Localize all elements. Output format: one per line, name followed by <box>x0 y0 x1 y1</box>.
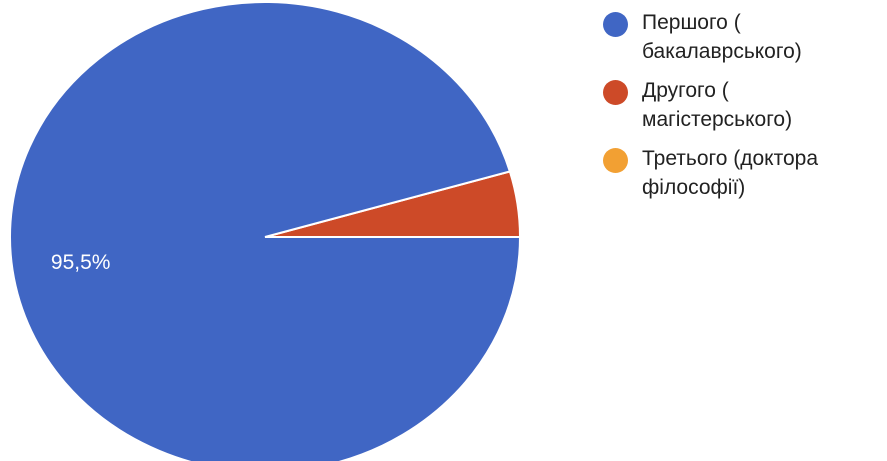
pie-slice-first-cycle[interactable] <box>9 1 522 461</box>
legend-item-second-cycle[interactable]: Другого ( магістерського) <box>603 76 883 134</box>
legend-item-first-cycle[interactable]: Першого ( бакалаврського) <box>603 8 883 66</box>
legend-label-first-cycle: Першого ( бакалаврського) <box>642 11 802 63</box>
legend-label-third-cycle: Третього (доктора філософії) <box>642 147 819 199</box>
legend-swatch-second-cycle <box>603 80 628 105</box>
pie-slice-label-first-cycle: 95,5% <box>51 251 111 274</box>
legend-item-third-cycle[interactable]: Третього (доктора філософії) <box>603 144 883 202</box>
chart-legend: Першого ( бакалаврського) Другого ( магі… <box>603 8 883 212</box>
legend-swatch-third-cycle <box>603 148 628 173</box>
pie-chart-svg: 95,5% <box>9 1 522 461</box>
legend-label-second-cycle: Другого ( магістерського) <box>642 79 793 131</box>
legend-swatch-first-cycle <box>603 12 628 37</box>
